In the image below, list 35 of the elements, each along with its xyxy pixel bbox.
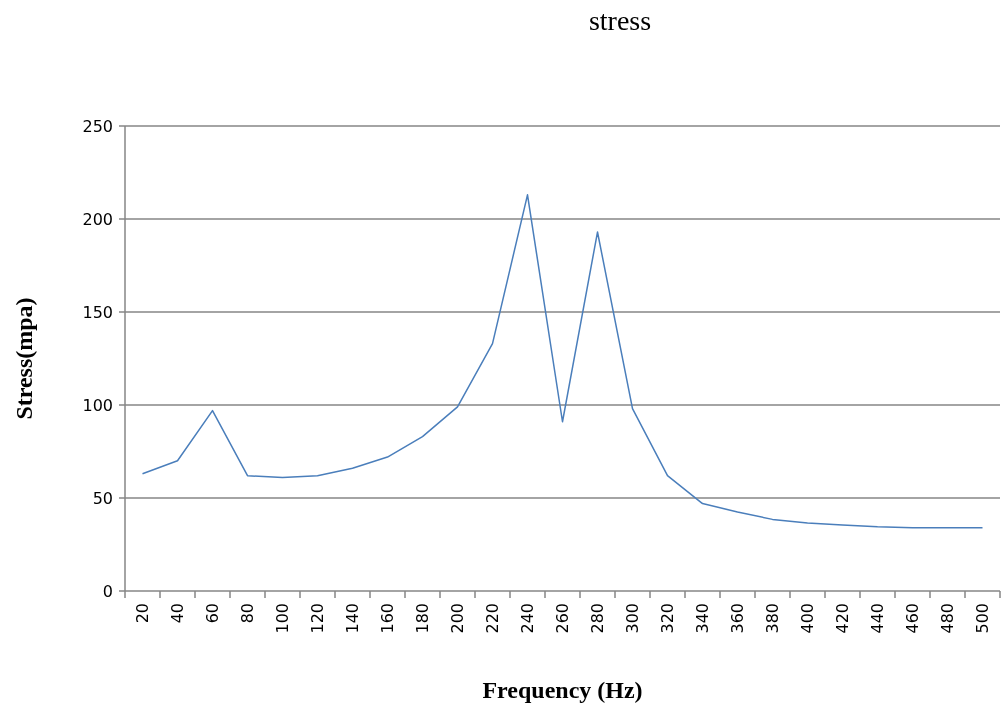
x-tick-label: 340 (693, 603, 713, 634)
x-tick-label: 220 (483, 603, 503, 634)
x-axis-title: Frequency (Hz) (482, 677, 643, 703)
x-tick-label: 280 (588, 603, 608, 634)
x-tick-label: 120 (308, 603, 328, 634)
x-tick-label: 60 (203, 603, 223, 624)
x-tick-label: 380 (763, 603, 783, 634)
y-tick-label: 150 (82, 302, 113, 322)
x-tick-label: 360 (728, 603, 748, 634)
y-tick-label: 50 (92, 488, 113, 508)
x-tick-label: 460 (903, 603, 923, 634)
x-tick-label: 500 (973, 603, 993, 634)
x-tick-label: 200 (448, 603, 468, 634)
x-tick-label: 160 (378, 603, 398, 634)
x-tick-label: 320 (658, 603, 678, 634)
x-tick-label: 40 (168, 603, 188, 624)
chart-title: stress (588, 5, 652, 36)
x-tick-label: 20 (133, 603, 153, 624)
y-axis-title: Stress(mpa) (11, 297, 37, 420)
x-tick-label: 400 (798, 603, 818, 634)
x-tick-label: 440 (868, 603, 888, 634)
x-tick-label: 420 (833, 603, 853, 634)
x-tick-label: 100 (273, 603, 293, 634)
x-tick-label: 480 (938, 603, 958, 634)
x-tick-label: 260 (553, 603, 573, 634)
y-tick-label: 0 (102, 581, 113, 601)
y-tick-label: 200 (82, 209, 113, 229)
y-tick-label: 250 (82, 116, 113, 136)
x-tick-label: 80 (238, 603, 258, 624)
y-tick-label: 100 (82, 395, 113, 415)
x-tick-label: 140 (343, 603, 363, 634)
x-tick-label: 300 (623, 603, 643, 634)
line-series (141, 194, 984, 529)
x-tick-label: 240 (518, 603, 538, 634)
x-tick-label: 180 (413, 603, 433, 634)
